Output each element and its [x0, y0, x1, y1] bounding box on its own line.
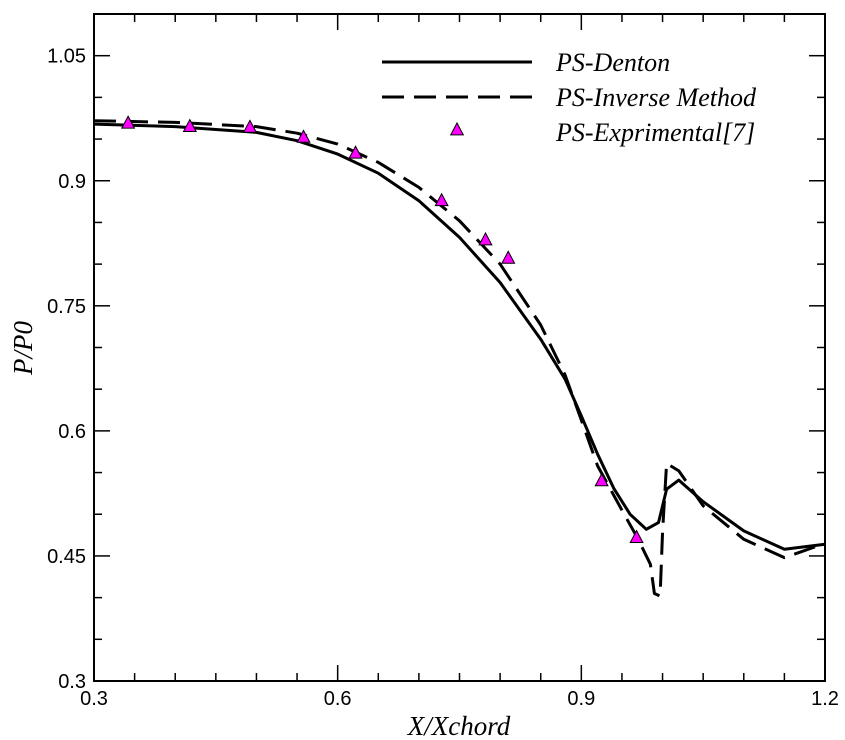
legend-label: PS-Exprimental[7]: [555, 118, 755, 147]
y-tick-label: 0.3: [58, 671, 86, 693]
y-tick-label: 1.05: [47, 46, 86, 68]
data-point: [349, 146, 362, 158]
x-tick-label: 1.2: [811, 688, 839, 710]
data-point: [435, 194, 448, 206]
series-line-ps-denton: [94, 124, 825, 549]
y-tick-label: 0.6: [58, 421, 86, 443]
x-tick-label: 0.9: [567, 688, 595, 710]
legend-label: PS-Denton: [555, 48, 670, 77]
legend: PS-Denton PS-Inverse Method PS-Exprimental…: [382, 48, 757, 147]
y-tick-label: 0.75: [47, 296, 86, 318]
x-tick-label: 0.6: [324, 688, 352, 710]
data-point: [502, 251, 515, 263]
y-tick-label: 0.45: [47, 546, 86, 568]
plot-frame: [94, 14, 825, 681]
experimental-markers: [122, 116, 643, 542]
axis-ticks: [94, 14, 825, 681]
series-lines: [94, 121, 825, 596]
y-axis-title: P/P0: [8, 321, 38, 376]
legend-label: PS-Inverse Method: [555, 83, 757, 112]
data-point: [479, 233, 492, 245]
data-point: [184, 120, 197, 132]
data-point: [297, 130, 310, 142]
data-point: [630, 531, 643, 543]
legend-marker: [451, 123, 464, 135]
series-line-ps-inverse-method: [94, 121, 825, 596]
y-tick-label: 0.9: [58, 171, 86, 193]
x-axis-title: X/Xchord: [407, 711, 511, 740]
